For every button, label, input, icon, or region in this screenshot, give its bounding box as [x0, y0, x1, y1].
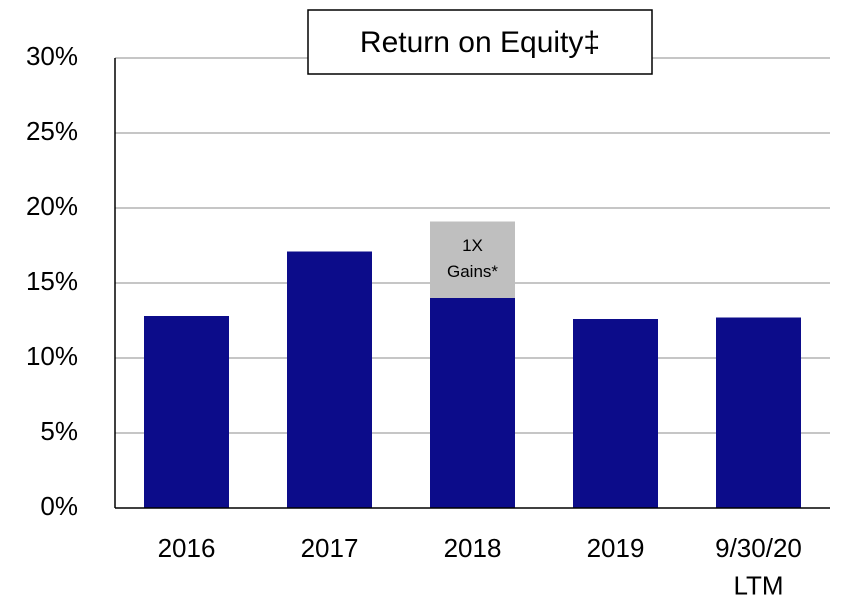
x-tick-label: 9/30/20 LTM	[715, 533, 802, 600]
y-tick-label: 15%	[26, 266, 78, 296]
bar	[430, 221, 515, 298]
bar	[144, 316, 229, 508]
y-tick-label: 0%	[40, 491, 78, 521]
chart-title: Return on Equity‡	[360, 26, 600, 59]
annotation: 1X	[462, 236, 483, 255]
title-box	[307, 9, 653, 75]
y-tick-label: 20%	[26, 191, 78, 221]
x-tick-label: 2019	[587, 533, 645, 563]
y-tick-label: 10%	[26, 341, 78, 371]
x-tick-label: 2016	[158, 533, 216, 563]
y-tick-label: 25%	[26, 116, 78, 146]
bar	[716, 317, 801, 508]
bar	[287, 251, 372, 508]
x-tick-label: 2018	[444, 533, 502, 563]
bar	[430, 298, 515, 508]
y-tick-label: 30%	[26, 41, 78, 71]
y-tick-label: 5%	[40, 416, 78, 446]
x-tick-label: 2017	[301, 533, 359, 563]
bar	[573, 319, 658, 508]
annotation: Gains*	[447, 262, 498, 281]
